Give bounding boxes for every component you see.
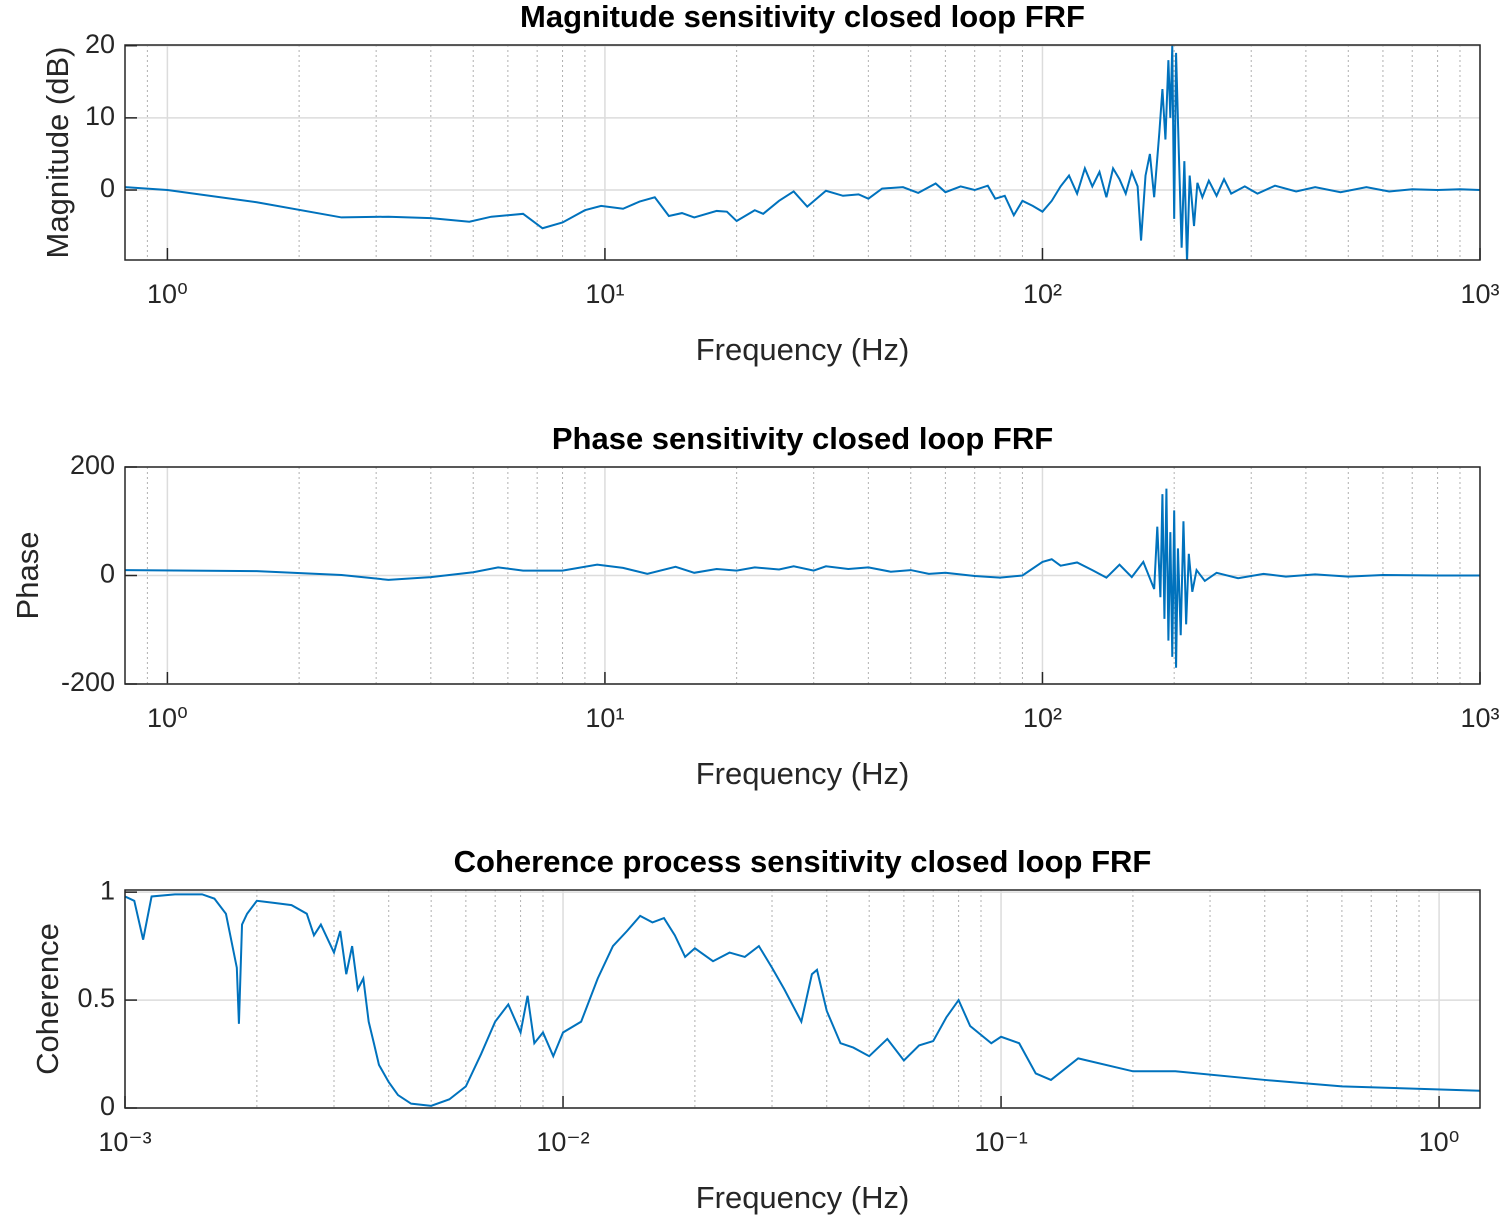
x-axis-label: Frequency (Hz) [696,756,910,791]
chart-title: Magnitude sensitivity closed loop FRF [520,0,1085,34]
chart-title: Phase sensitivity closed loop FRF [552,421,1053,456]
data-line [125,488,1480,668]
axes-box [124,44,1481,261]
x-tick-label: 10⁻³ [98,1127,151,1157]
plot-area [125,890,1480,1108]
x-tick-label: 10³ [1460,279,1499,309]
data-line [125,893,1480,1107]
axes-box [124,889,1481,1109]
y-tick-label: 1 [100,875,115,905]
y-tick-label: 20 [85,29,115,59]
y-axis-label: Coherence [30,923,65,1075]
y-tick-label: 0 [100,173,115,203]
chart-title: Coherence process sensitivity closed loo… [454,844,1152,879]
y-axis-label: Phase [10,532,45,620]
x-axis-label: Frequency (Hz) [696,1180,910,1215]
y-tick-label: 200 [70,450,115,480]
x-tick-label: 10⁰ [147,703,188,733]
data-line [125,45,1480,260]
y-tick-label: 10 [85,101,115,131]
y-tick-label: -200 [61,667,115,697]
x-tick-label: 10¹ [585,279,624,309]
x-tick-label: 10¹ [585,703,624,733]
x-tick-label: 10⁻² [536,1127,589,1157]
x-tick-label: 10² [1023,703,1062,733]
x-tick-label: 10² [1023,279,1062,309]
x-tick-label: 10³ [1460,703,1499,733]
x-tick-label: 10⁰ [147,279,188,309]
x-axis-label: Frequency (Hz) [696,332,910,367]
axes-box [124,466,1481,685]
y-tick-label: 0 [100,559,115,589]
x-tick-label: 10⁰ [1419,1127,1460,1157]
x-tick-label: 10⁻¹ [974,1127,1027,1157]
y-tick-label: 0 [100,1091,115,1121]
y-tick-label: 0.5 [77,983,115,1013]
y-axis-label: Magnitude (dB) [40,47,75,259]
plot-area [125,45,1480,260]
